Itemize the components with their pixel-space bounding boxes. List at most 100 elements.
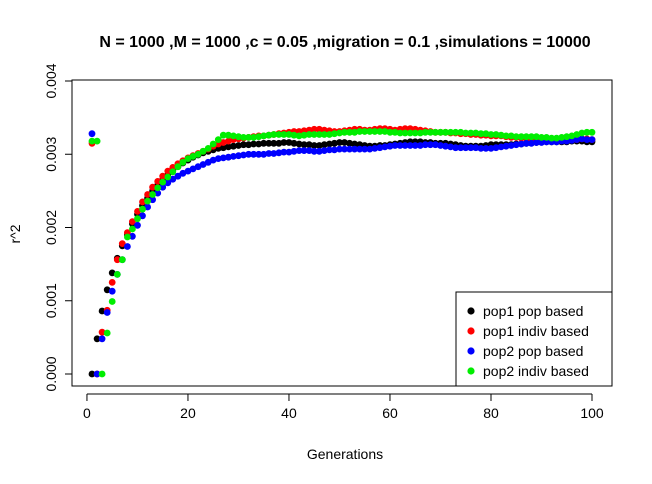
data-point: [406, 142, 414, 149]
legend-label: pop2 indiv based: [483, 363, 589, 379]
data-point: [411, 129, 419, 137]
data-point: [326, 146, 333, 154]
data-point: [250, 134, 257, 141]
data-point: [331, 130, 338, 138]
data-point: [295, 132, 303, 140]
data-point: [240, 151, 247, 159]
data-point: [320, 141, 328, 149]
data-point: [290, 139, 298, 147]
data-point: [326, 131, 333, 138]
data-point: [139, 205, 146, 213]
data-point: [548, 134, 555, 142]
data-point: [199, 147, 207, 155]
data-point: [179, 169, 187, 177]
data-point: [351, 128, 358, 136]
data-point: [376, 144, 384, 152]
data-point: [199, 161, 207, 168]
data-point: [219, 131, 227, 139]
data-point: [139, 212, 146, 220]
data-point: [538, 139, 545, 146]
data-point: [118, 256, 126, 264]
legend-marker: [467, 327, 475, 335]
data-point: [169, 168, 177, 176]
data-point: [98, 307, 106, 315]
data-point: [144, 203, 152, 211]
data-point: [134, 221, 141, 229]
data-point: [356, 145, 364, 153]
legend-label: pop1 pop based: [483, 303, 583, 319]
data-point: [113, 256, 121, 264]
data-point: [346, 128, 353, 136]
data-point: [492, 131, 500, 138]
data-point: [401, 129, 409, 137]
data-point: [98, 335, 106, 343]
data-point: [331, 146, 338, 154]
data-point: [315, 131, 323, 138]
data-point: [320, 131, 328, 138]
data-point: [93, 137, 101, 145]
data-point: [260, 139, 268, 147]
data-point: [280, 131, 288, 138]
data-point: [336, 145, 343, 153]
data-point: [225, 153, 232, 161]
data-point: [416, 142, 424, 149]
data-point: [235, 152, 242, 160]
data-point: [159, 172, 167, 180]
legend-marker: [467, 347, 475, 355]
y-tick-label: 0.000: [43, 356, 59, 391]
data-point: [230, 153, 237, 160]
data-point: [219, 154, 227, 162]
data-point: [280, 148, 288, 156]
data-point: [341, 139, 348, 146]
data-point: [346, 145, 353, 153]
data-point: [124, 233, 131, 241]
data-point: [129, 232, 136, 240]
data-point: [93, 370, 101, 378]
data-point: [189, 165, 197, 173]
data-point: [154, 189, 162, 197]
data-point: [502, 132, 510, 140]
data-point: [108, 298, 116, 305]
data-point: [467, 144, 475, 152]
data-point: [381, 143, 389, 151]
data-point: [108, 269, 116, 277]
legend-label: pop1 indiv based: [483, 323, 589, 339]
data-point: [240, 134, 247, 141]
data-point: [144, 197, 152, 205]
data-point: [285, 148, 293, 156]
data-point: [124, 243, 131, 250]
data-point: [98, 328, 106, 336]
data-point: [164, 179, 172, 187]
data-point: [482, 145, 490, 152]
data-point: [487, 145, 495, 152]
data-point: [300, 147, 308, 155]
data-point: [376, 128, 384, 135]
data-point: [103, 309, 111, 316]
data-point: [361, 145, 369, 153]
data-point: [517, 133, 525, 141]
data-point: [225, 131, 232, 139]
data-point: [129, 218, 136, 226]
data-point: [411, 142, 419, 149]
y-tick-label: 0.001: [43, 283, 59, 318]
legend-marker: [467, 367, 475, 375]
data-point: [396, 142, 404, 149]
data-point: [159, 183, 167, 191]
data-point: [174, 163, 182, 171]
data-point: [235, 133, 242, 141]
data-point: [522, 139, 530, 147]
data-point: [331, 139, 338, 147]
data-point: [482, 130, 490, 138]
data-point: [320, 147, 328, 155]
data-point: [255, 150, 263, 158]
y-tick-label: 0.003: [43, 137, 59, 172]
data-point: [88, 130, 96, 138]
data-point: [502, 142, 510, 150]
data-point: [416, 129, 424, 137]
x-tick-label: 20: [180, 405, 196, 421]
data-point: [214, 155, 222, 163]
data-point: [391, 142, 399, 149]
data-point: [538, 134, 545, 141]
data-point: [336, 139, 343, 146]
data-point: [371, 128, 379, 135]
